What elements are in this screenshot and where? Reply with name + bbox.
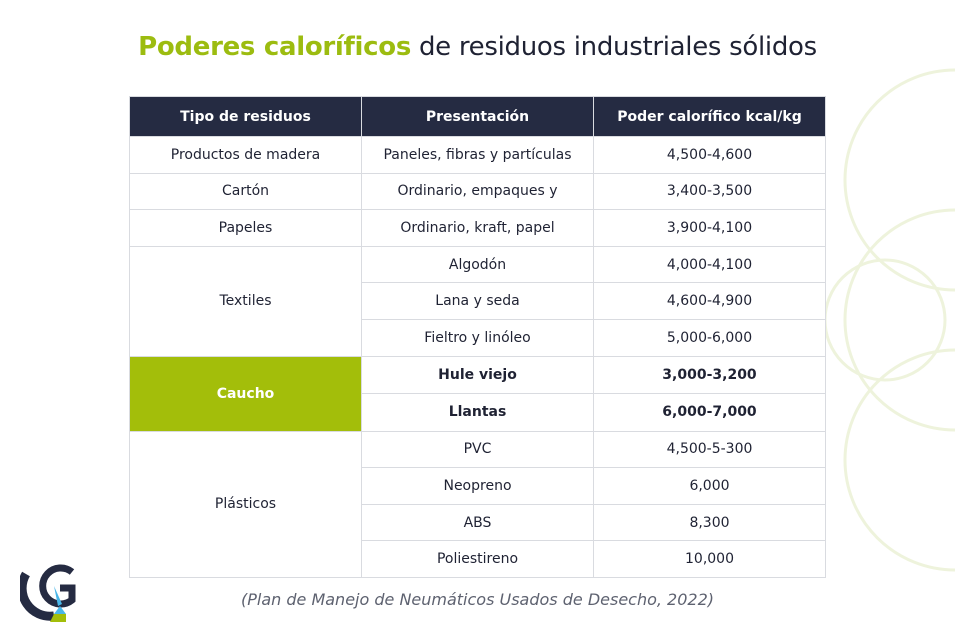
table-row: Cartón Ordinario, empaques y 3,400-3,500: [129, 172, 826, 211]
title-highlight: Poderes caloríficos: [138, 32, 411, 62]
presentation-cell: Poliestireno: [361, 540, 594, 578]
table-row: Lana y seda 4,600-4,900: [130, 282, 826, 320]
presentation-cell: Hule viejo: [361, 355, 594, 395]
calorific-value-cell: 8,300: [593, 503, 826, 542]
header-presentation: Presentación: [361, 96, 594, 137]
waste-type-cell: Papeles: [129, 209, 362, 247]
presentation-cell: Ordinario, empaques y: [361, 172, 594, 211]
table-row: Plásticos PVC 4,500-5-300: [129, 430, 826, 578]
table-row: Poliestireno 10,000: [130, 540, 826, 578]
table-row: Textiles Algodón 4,000-4,100: [129, 245, 826, 357]
calorific-value-cell: 4,000-4,100: [593, 245, 826, 284]
calorific-value-cell: 5,000-6,000: [593, 318, 826, 357]
calorific-value-cell: 4,500-5-300: [593, 430, 826, 469]
decorative-leaf-pattern: [825, 68, 955, 572]
presentation-cell: Neopreno: [361, 467, 594, 505]
waste-type-cell: Plásticos: [129, 430, 362, 578]
presentation-cell: Paneles, fibras y partículas: [361, 136, 594, 174]
presentation-cell: Fieltro y linóleo: [361, 318, 594, 357]
calorific-table: Tipo de residuos Presentación Poder calo…: [129, 96, 826, 578]
table-body: Productos de madera Paneles, fibras y par…: [129, 136, 826, 578]
header-calorific: Poder calorífico kcal/kg: [593, 96, 826, 137]
presentation-cell: Ordinario, kraft, papel: [361, 209, 594, 247]
calorific-value-cell: 3,000-3,200: [593, 355, 826, 395]
calorific-value-cell: 10,000: [593, 540, 826, 578]
calorific-value-cell: 3,400-3,500: [593, 172, 826, 211]
table-row: Caucho Hule viejo 3,000-3,200: [129, 355, 826, 432]
calorific-value-cell: 3,900-4,100: [593, 209, 826, 247]
title-rest: de residuos industriales sólidos: [411, 32, 817, 62]
calorific-value-cell: 6,000-7,000: [593, 393, 826, 432]
table-row: Productos de madera Paneles, fibras y par…: [129, 136, 826, 174]
table-row: Fieltro y linóleo 5,000-6,000: [130, 318, 826, 357]
source-caption: (Plan de Manejo de Neumáticos Usados de …: [240, 590, 715, 609]
presentation-cell: Algodón: [361, 245, 594, 284]
waste-type-cell: Cartón: [129, 172, 362, 211]
waste-type-cell: Textiles: [129, 245, 362, 357]
page-title: Poderes caloríficos de residuos industri…: [0, 32, 955, 62]
waste-type-cell: Productos de madera: [129, 136, 362, 174]
calorific-value-cell: 6,000: [593, 467, 826, 505]
presentation-cell: Lana y seda: [361, 282, 594, 320]
waste-type-cell: Caucho: [129, 355, 362, 432]
presentation-cell: Llantas: [361, 393, 594, 432]
table-row: Llantas 6,000-7,000: [130, 393, 826, 432]
table-row: Neopreno 6,000: [130, 467, 826, 505]
calorific-value-cell: 4,500-4,600: [593, 136, 826, 174]
header-type: Tipo de residuos: [129, 96, 362, 137]
calorific-value-cell: 4,600-4,900: [593, 282, 826, 320]
company-logo: [20, 564, 76, 622]
table-row: ABS 8,300: [130, 503, 826, 542]
presentation-cell: ABS: [361, 503, 594, 542]
table-row: Papeles Ordinario, kraft, papel 3,900-4,10…: [129, 209, 826, 247]
presentation-cell: PVC: [361, 430, 594, 469]
